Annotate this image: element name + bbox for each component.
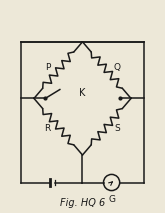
Text: P: P xyxy=(45,63,50,72)
Text: S: S xyxy=(114,124,120,133)
Text: Fig. HQ 6: Fig. HQ 6 xyxy=(60,198,105,207)
Text: Q: Q xyxy=(114,63,121,72)
Text: K: K xyxy=(79,88,86,98)
Text: G: G xyxy=(108,196,115,204)
Text: R: R xyxy=(45,124,51,133)
